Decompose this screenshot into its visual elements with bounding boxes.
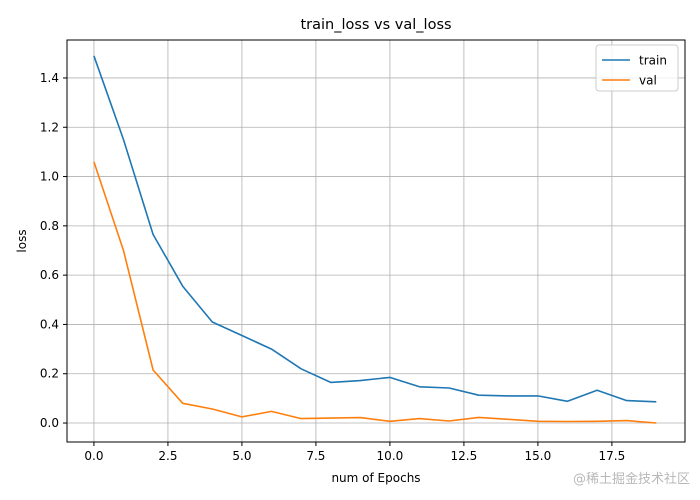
x-tick-label: 12.5 xyxy=(451,449,478,463)
legend-box xyxy=(595,44,679,92)
chart-title: train_loss vs val_loss xyxy=(300,17,451,33)
axes-frame xyxy=(66,39,686,443)
series-line-train xyxy=(93,55,657,403)
y-tick-label: 1.2 xyxy=(40,120,59,134)
x-tick-label: 5.0 xyxy=(232,449,251,463)
x-axis-label: num of Epochs xyxy=(331,471,420,485)
x-tick-label: 10.0 xyxy=(377,449,404,463)
legend-label-val: val xyxy=(639,74,657,88)
x-tick-label: 7.5 xyxy=(306,449,325,463)
x-ticks: 0.0 2.5 5.0 7.5 10.0 12.5 15.0 17.5 xyxy=(84,442,625,463)
y-tick-label: 0.2 xyxy=(40,367,59,381)
y-tick-label: 1.0 xyxy=(40,170,59,184)
legend-label-train: train xyxy=(639,54,667,68)
y-ticks: 0.0 0.2 0.4 0.6 0.8 1.0 1.2 1.4 xyxy=(40,71,67,430)
y-tick-label: 0.0 xyxy=(40,416,59,430)
watermark: @稀土掘金技术社区 xyxy=(573,471,690,487)
legend: train val xyxy=(595,44,679,92)
series-line-val xyxy=(93,161,657,424)
y-tick-label: 0.6 xyxy=(40,268,59,282)
grid-lines xyxy=(67,40,685,442)
y-axis-label: loss xyxy=(15,229,29,252)
series-lines xyxy=(93,55,657,424)
y-tick-label: 1.4 xyxy=(40,71,59,85)
y-tick-label: 0.8 xyxy=(40,219,59,233)
x-tick-label: 2.5 xyxy=(158,449,177,463)
x-tick-label: 15.0 xyxy=(525,449,552,463)
y-tick-label: 0.4 xyxy=(40,317,59,331)
x-tick-label: 0.0 xyxy=(84,449,103,463)
x-tick-label: 17.5 xyxy=(599,449,626,463)
